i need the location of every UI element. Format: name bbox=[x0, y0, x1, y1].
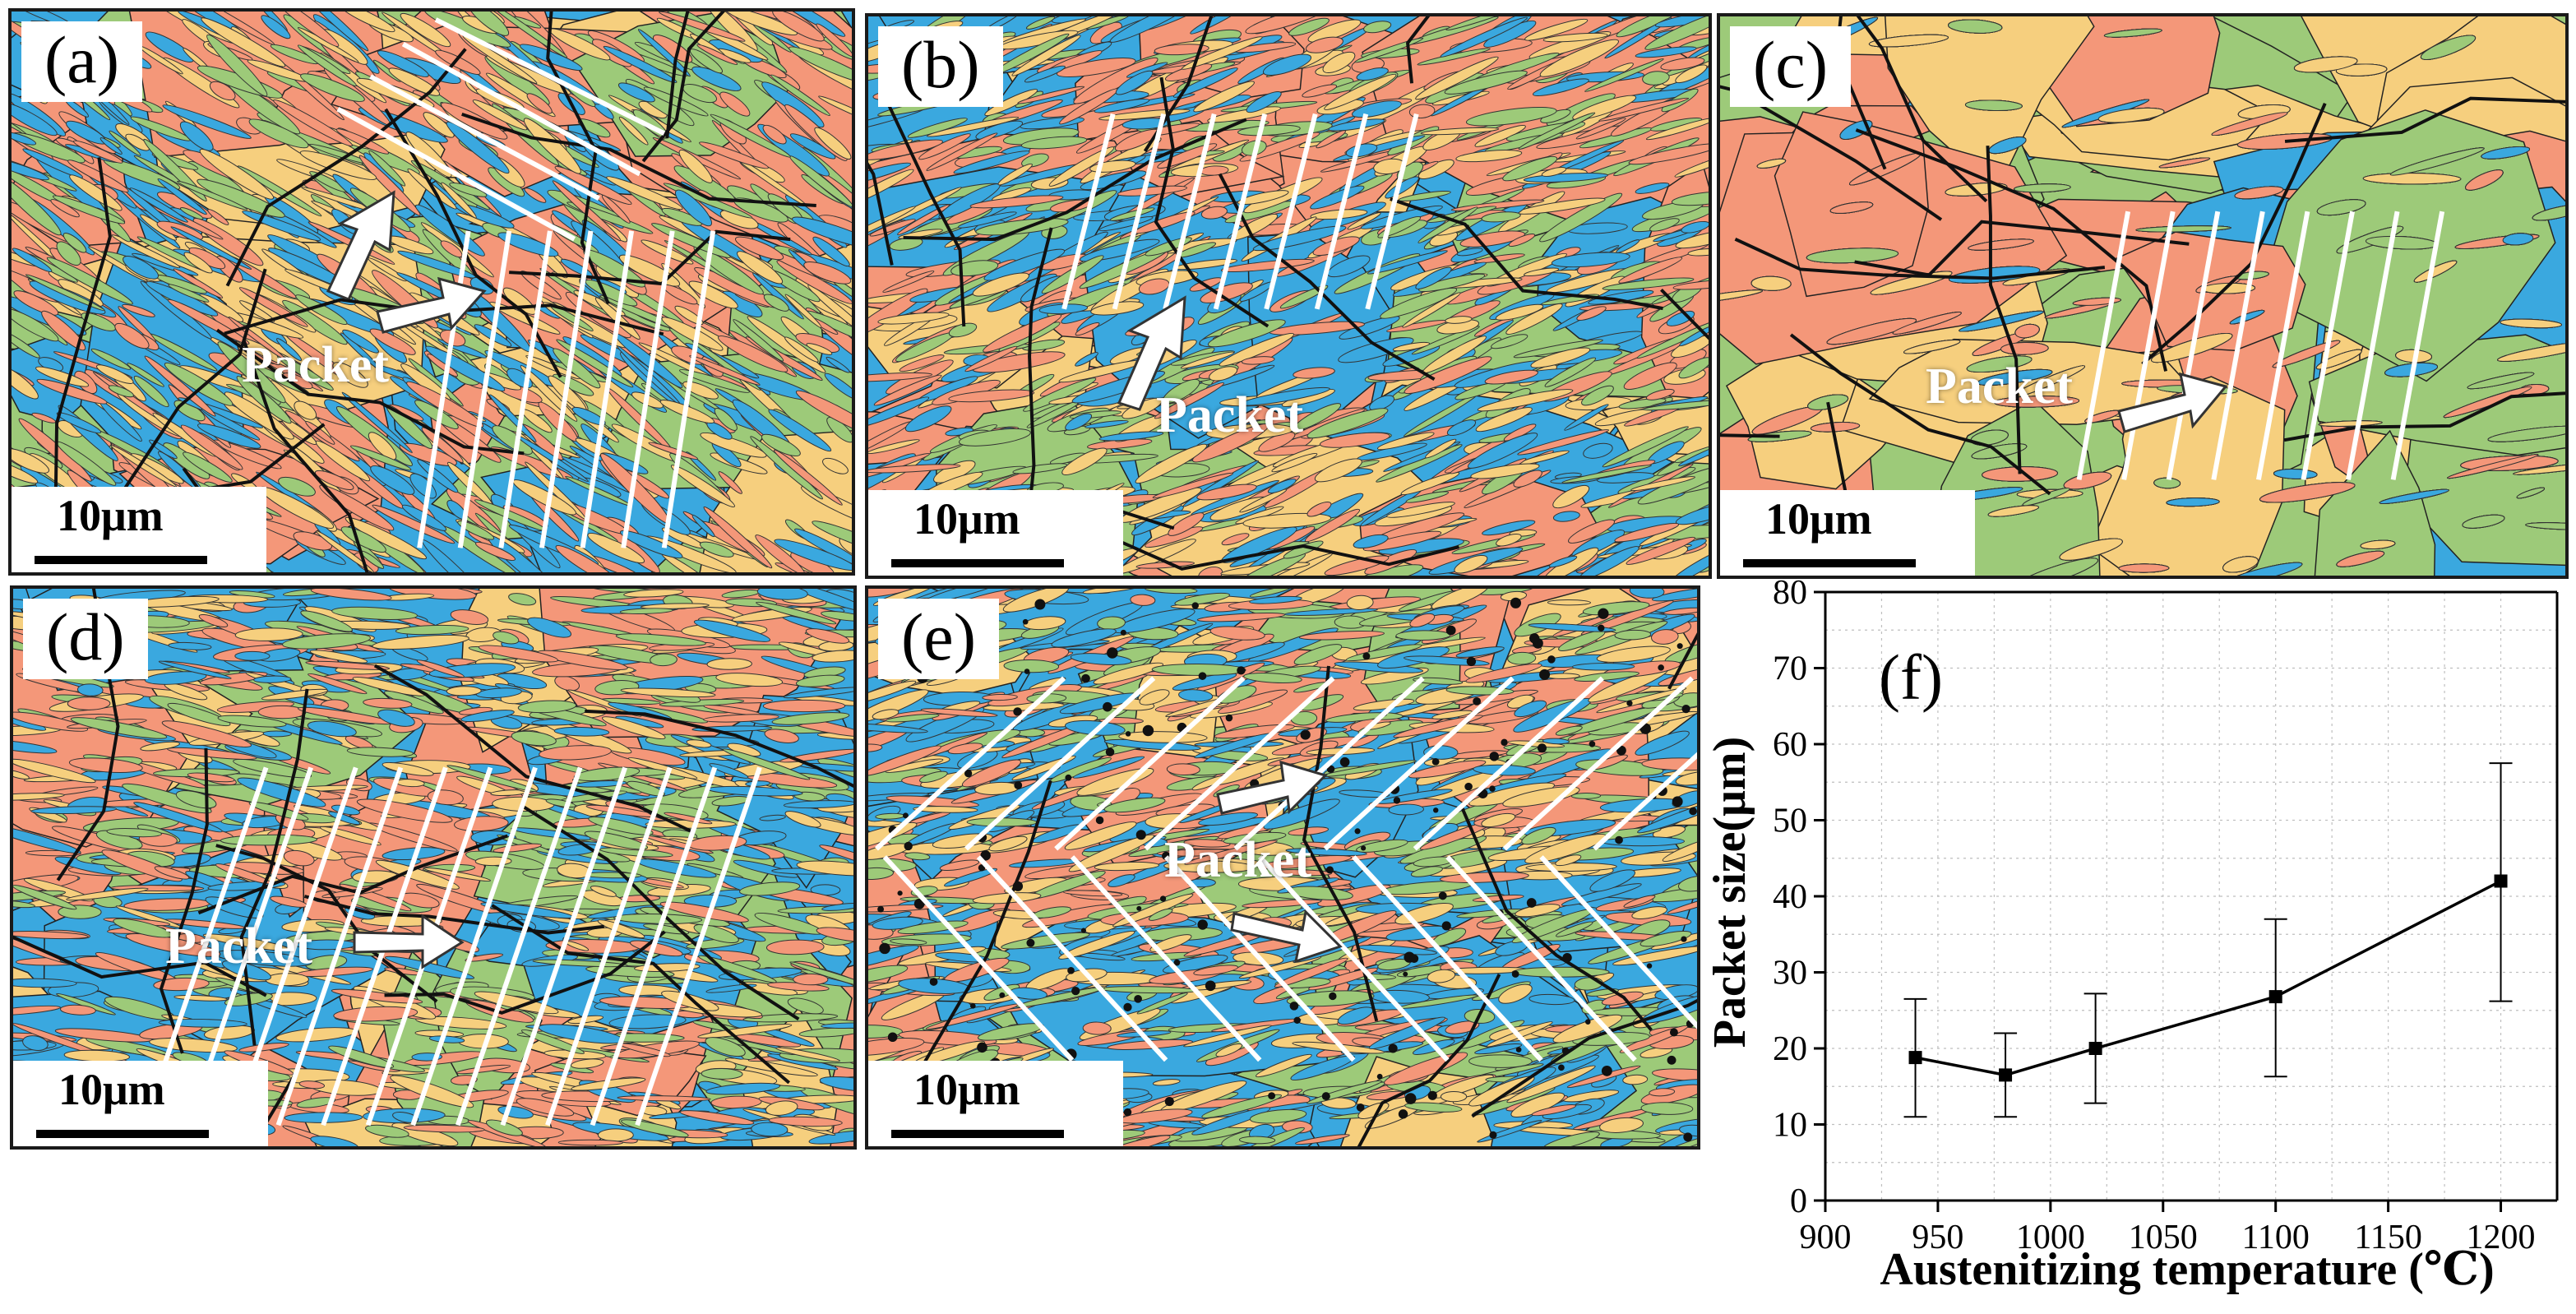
panel-label-b: (b) bbox=[878, 26, 1003, 107]
x-tick-label: 1050 bbox=[2129, 1219, 2198, 1256]
micrograph-panel-d: (d) Packet 10μm bbox=[10, 585, 857, 1150]
ebsd-map-e bbox=[868, 589, 1697, 1146]
scale-label-a: 10μm bbox=[57, 491, 164, 540]
scale-label-e: 10μm bbox=[913, 1065, 1020, 1114]
y-tick-label: 80 bbox=[1773, 576, 1807, 612]
scale-label-b: 10μm bbox=[913, 494, 1020, 544]
panel-label-d: (d) bbox=[23, 599, 148, 679]
y-tick-label: 60 bbox=[1773, 726, 1807, 764]
chart-series bbox=[1903, 762, 2513, 1118]
x-tick-label: 1100 bbox=[2241, 1219, 2309, 1256]
packet-annotation-e: Packet bbox=[1164, 832, 1312, 888]
micrograph-panel-a: (a) Packet 10μm bbox=[8, 8, 855, 576]
x-tick-label: 1150 bbox=[2354, 1219, 2421, 1256]
packet-annotation-b: Packet bbox=[1156, 387, 1304, 443]
series-line bbox=[1915, 879, 2502, 1077]
x-tick-label: 900 bbox=[1800, 1219, 1852, 1256]
panel-label-e: (e) bbox=[878, 599, 1000, 679]
data-point bbox=[2268, 990, 2282, 1004]
micrograph-panel-b: (b) Packet 10μm bbox=[865, 13, 1712, 579]
scale-line-c bbox=[1743, 559, 1916, 567]
ebsd-map-c bbox=[1720, 16, 2565, 576]
packet-annotation-c: Packet bbox=[1926, 359, 2074, 414]
scale-bar-c: 10μm bbox=[1720, 490, 1975, 576]
scale-bar-e: 10μm bbox=[868, 1061, 1123, 1146]
scale-label-c: 10μm bbox=[1765, 494, 1872, 544]
packet-annotation-d: Packet bbox=[165, 918, 313, 974]
panel-label-a: (a) bbox=[21, 21, 143, 102]
x-tick-label: 1000 bbox=[2016, 1219, 2085, 1256]
y-tick-label: 50 bbox=[1773, 803, 1807, 840]
arrow-icon bbox=[2117, 372, 2228, 433]
arrow-icon bbox=[376, 276, 487, 334]
data-point bbox=[2494, 874, 2508, 888]
y-tick-label: 40 bbox=[1773, 878, 1807, 916]
x-tick-label: 950 bbox=[1912, 1219, 1963, 1256]
data-point bbox=[2088, 1042, 2102, 1055]
scale-line-d bbox=[36, 1130, 209, 1138]
arrow-icon bbox=[1216, 760, 1328, 815]
data-point bbox=[1908, 1051, 1922, 1065]
arrow-icon bbox=[353, 914, 465, 969]
scale-line-b bbox=[891, 559, 1064, 567]
y-tick-label: 20 bbox=[1773, 1030, 1807, 1068]
scale-line-a bbox=[35, 556, 207, 564]
scale-label-d: 10μm bbox=[58, 1065, 165, 1114]
x-tick-label: 1200 bbox=[2467, 1219, 2536, 1256]
ebsd-map-b bbox=[868, 16, 1709, 576]
scale-bar-d: 10μm bbox=[13, 1061, 268, 1146]
y-tick-label: 0 bbox=[1790, 1182, 1807, 1220]
y-tick-label: 70 bbox=[1773, 650, 1807, 688]
panel-label-c: (c) bbox=[1730, 26, 1852, 107]
x-axis-label: Austenitizing temperature (℃) bbox=[1880, 1244, 2494, 1295]
chart-panel-label: (f) bbox=[1879, 641, 1943, 713]
arrow-icon bbox=[326, 190, 395, 299]
data-point bbox=[1999, 1068, 2013, 1082]
micrograph-panel-e: (e) Packet 10μm bbox=[865, 585, 1700, 1150]
packet-size-chart: 900 950 1000 1050 1100 1150 1200 0 10 20 30 40 50 60 7… bbox=[1704, 576, 2559, 1295]
arrow-icon bbox=[1230, 909, 1343, 964]
y-tick-label: 30 bbox=[1773, 955, 1807, 992]
y-tick-label: 10 bbox=[1773, 1107, 1807, 1145]
scale-bar-a: 10μm bbox=[12, 487, 266, 572]
scale-line-e bbox=[891, 1130, 1064, 1138]
scale-bar-b: 10μm bbox=[868, 490, 1123, 576]
y-axis-label: Packet size(μm) bbox=[1704, 737, 1755, 1048]
packet-annotation-a: Packet bbox=[242, 337, 390, 393]
micrograph-panel-c: (c) Packet 10μm bbox=[1717, 13, 2569, 579]
arrow-icon bbox=[1117, 295, 1186, 411]
chart-ticks: 900 950 1000 1050 1100 1150 1200 0 10 20 30 40 50 60 7… bbox=[1773, 576, 2536, 1256]
